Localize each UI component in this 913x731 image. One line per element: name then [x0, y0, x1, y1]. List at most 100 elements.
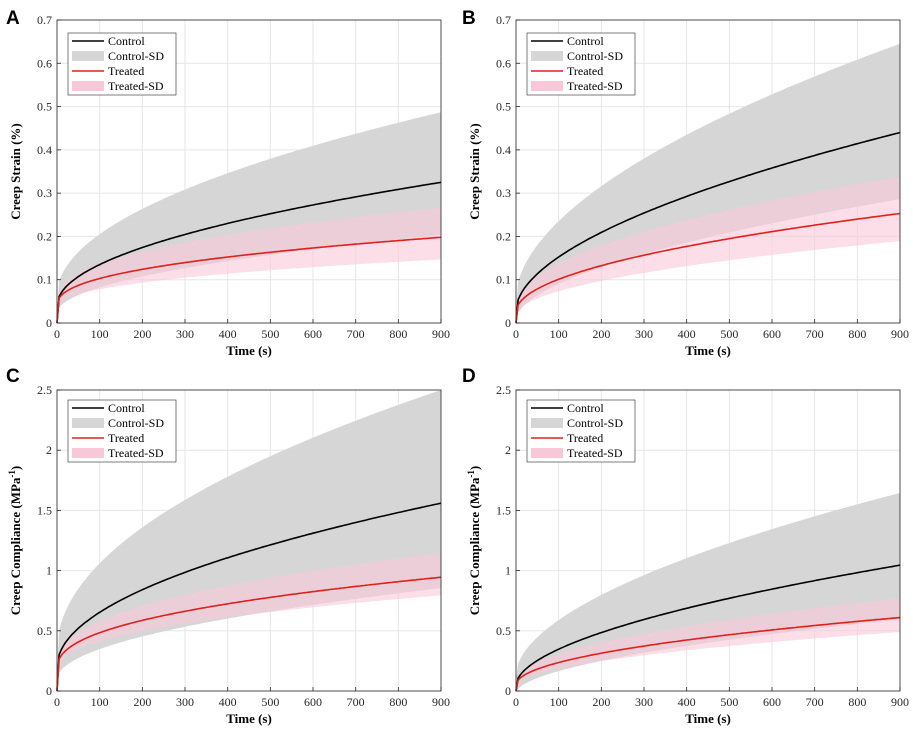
x-tick-label: 400: [219, 327, 237, 341]
x-tick-label: 700: [806, 695, 824, 709]
control-line: [515, 131, 901, 324]
y-tick-label: 0.5: [496, 100, 511, 114]
legend-label: Control-SD: [108, 416, 164, 430]
y-tick-label: 0: [46, 316, 52, 330]
legend-label: Treated-SD: [567, 446, 623, 460]
legend-label: Treated: [108, 64, 144, 78]
y-tick-label: 0.7: [37, 13, 52, 27]
x-tick-label: 100: [550, 695, 568, 709]
x-tick-label: 300: [635, 327, 653, 341]
y-tick-label: 0.3: [37, 186, 52, 200]
x-tick-label: 200: [133, 327, 151, 341]
y-axis-label: Creep Strain (%): [8, 123, 23, 220]
x-tick-label: 800: [848, 327, 866, 341]
y-tick-label: 0.6: [37, 56, 52, 70]
x-tick-label: 100: [91, 695, 109, 709]
x-tick-label: 0: [513, 327, 519, 341]
legend-label: Control-SD: [108, 49, 164, 63]
x-tick-label: 200: [592, 327, 610, 341]
y-tick-label: 2: [505, 443, 511, 457]
x-tick-label: 100: [550, 327, 568, 341]
x-tick-label: 600: [304, 695, 322, 709]
panel-letter: D: [462, 366, 476, 387]
treated-sd-band: [57, 207, 441, 323]
panel-a: 0 100 200 300 400 500 600 700 800 900 0 0.1 0.2 0.3 0.…: [6, 8, 450, 358]
panel-d: 0 100 200 300 400 500 600 700 800 900 0 0.5 1 1.5 2 2.5…: [462, 366, 909, 726]
y-tick-label: 1: [46, 564, 52, 578]
y-tick-label: 0.3: [496, 186, 511, 200]
x-axis-label: Time (s): [685, 343, 731, 358]
axes-frame: [56, 389, 442, 692]
y-tick-label: 1.5: [37, 503, 52, 517]
legend-label: Control: [108, 401, 145, 415]
panel-c: 0 100 200 300 400 500 600 700 800 900 0 0.5 1 1.5 2 2.5…: [6, 366, 450, 726]
x-tick-label: 100: [91, 327, 109, 341]
treated-line: [56, 576, 442, 692]
control-line: [56, 181, 442, 324]
x-tick-label: 400: [678, 695, 696, 709]
y-tick-label: 1.5: [496, 503, 511, 517]
x-tick-label: 900: [432, 327, 450, 341]
x-tick-label: 0: [54, 327, 60, 341]
legend-label: Control: [567, 401, 604, 415]
x-tick-label: 800: [389, 327, 407, 341]
x-tick-label: 300: [176, 695, 194, 709]
x-tick-label: 600: [763, 327, 781, 341]
y-tick-label: 2: [46, 443, 52, 457]
x-tick-label: 500: [261, 327, 279, 341]
legend-label: Control-SD: [567, 416, 623, 430]
treated-line: [515, 212, 901, 324]
legend-treated-sd-swatch: [72, 448, 104, 458]
y-tick-label: 0.6: [496, 56, 511, 70]
axes-frame: [515, 19, 901, 324]
legend-label: Treated: [108, 431, 144, 445]
legend-label: Control-SD: [567, 49, 623, 63]
x-tick-label: 400: [678, 327, 696, 341]
y-tick-label: 0.7: [496, 13, 511, 27]
legend-control-sd-swatch: [72, 51, 104, 61]
x-tick-label: 400: [219, 695, 237, 709]
legend-control-sd-swatch: [531, 418, 563, 428]
y-tick-label: 0: [505, 316, 511, 330]
y-axis-label: Creep Compliance (MPa-1): [466, 466, 482, 616]
y-axis-label: Creep Strain (%): [467, 123, 482, 220]
x-tick-label: 0: [513, 695, 519, 709]
x-tick-label: 500: [720, 695, 738, 709]
x-tick-label: 200: [133, 695, 151, 709]
x-axis-label: Time (s): [685, 711, 731, 726]
panel-letter: A: [6, 8, 20, 29]
y-tick-label: 0.4: [37, 143, 52, 157]
legend-label: Control: [567, 34, 604, 48]
x-tick-label: 300: [635, 695, 653, 709]
panel-letter: B: [462, 8, 476, 29]
y-axis-label: Creep Compliance (MPa-1): [7, 466, 23, 616]
legend-label: Treated-SD: [567, 79, 623, 93]
x-tick-label: 600: [304, 327, 322, 341]
y-tick-label: 0.5: [37, 100, 52, 114]
y-tick-label: 2.5: [37, 383, 52, 397]
x-tick-label: 900: [891, 695, 909, 709]
y-tick-label: 0.1: [496, 273, 511, 287]
x-tick-label: 700: [806, 327, 824, 341]
x-tick-label: 900: [891, 327, 909, 341]
y-tick-label: 0.5: [496, 624, 511, 638]
control-line: [56, 502, 442, 692]
legend-control-sd-swatch: [72, 418, 104, 428]
x-tick-label: 800: [848, 695, 866, 709]
legend-treated-sd-swatch: [72, 81, 104, 91]
x-tick-label: 800: [389, 695, 407, 709]
x-axis-label: Time (s): [226, 711, 272, 726]
legend-label: Treated-SD: [108, 79, 164, 93]
y-tick-label: 1: [505, 564, 511, 578]
x-tick-label: 600: [763, 695, 781, 709]
treated-sd-band: [516, 176, 900, 323]
control-line: [515, 564, 901, 692]
y-tick-label: 0: [505, 684, 511, 698]
y-tick-label: 0.2: [37, 229, 52, 243]
y-tick-label: 0.5: [37, 624, 52, 638]
x-tick-label: 700: [347, 327, 365, 341]
legend-label: Treated: [567, 431, 603, 445]
